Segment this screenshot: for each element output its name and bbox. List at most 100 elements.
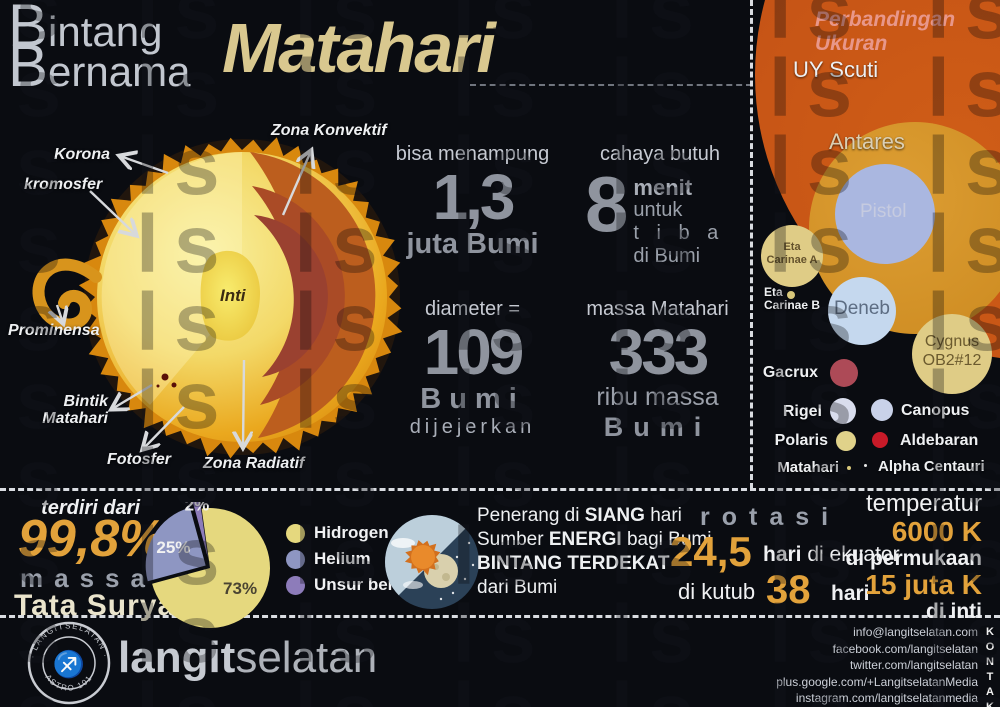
stat-mass-value: 333 <box>608 316 710 388</box>
circle-matahari <box>847 466 851 470</box>
page-title-main: Matahari <box>222 9 496 87</box>
legend-dot-helium <box>286 549 305 569</box>
legend-dot-unsur-berat <box>286 575 305 595</box>
label-prominensa: Prominensa <box>8 322 100 339</box>
fact-line-3: BINTANG TERDEKAT <box>477 553 670 574</box>
temperature-core-value: 15 juta K <box>865 569 982 600</box>
stat-diameter-value: 109 <box>423 316 525 388</box>
label-kromosfer: kromosfer <box>24 176 103 193</box>
label-polaris: Polaris <box>774 432 828 449</box>
label-fotosfer: Fotosfer <box>107 451 171 468</box>
sunspot <box>161 373 169 381</box>
sunspot <box>171 382 177 388</box>
stat-mass: massa Matahari 333 ribu massa Bumi <box>580 298 735 443</box>
sunspot <box>156 384 160 388</box>
solar-mass-tata-surya: Tata Surya <box>14 589 176 622</box>
sun-icon-core <box>411 545 435 569</box>
temperature-core-label: di inti <box>926 600 982 623</box>
stat-diameter-sub: dijejerkan <box>409 416 536 438</box>
pie-slice-helium <box>145 507 206 582</box>
label-arrows <box>57 151 311 449</box>
label-zona-konvektif: Zona Konvektif <box>271 122 387 139</box>
horizontal-dashed-separator-top <box>0 488 1000 491</box>
sun-cutaway-illustration <box>32 137 403 459</box>
contact-googleplus[interactable]: plus.google.com/+LangitselatanMedia <box>776 674 978 689</box>
label-aldebaran: Aldebaran <box>900 432 979 449</box>
label-eta-carinae-b: Eta Carinae B <box>764 285 821 312</box>
label-matahari: Matahari <box>777 459 839 476</box>
contact-twitter[interactable]: twitter.com/langitselatan <box>849 658 978 672</box>
label-pistol: Pistol <box>860 201 907 222</box>
stat-light-travel: cahaya butuh 8 menit untuk t i b a di Bu… <box>585 143 735 268</box>
temperature-block: temperatur 6000 K di permukaan 15 juta K… <box>845 490 982 623</box>
composition-pie-chart: 73% 25% 2% <box>145 502 270 628</box>
pie-slice-hidrogen <box>152 508 270 628</box>
label-gacrux: Gacrux <box>762 364 818 381</box>
label-korona: Korona <box>54 146 110 163</box>
solar-mass-value: 99,8% <box>18 510 166 568</box>
stat-capacity-unit: juta Bumi <box>406 228 539 260</box>
contact-facebook[interactable]: facebook.com/langitselatan <box>832 641 978 656</box>
label-uy-scuti: UY Scuti <box>793 57 879 82</box>
fact-line-2: Sumber ENERGI bagi Bumi <box>477 529 712 550</box>
circle-deneb: Deneb <box>828 277 896 345</box>
label-antares: Antares <box>829 129 905 154</box>
temperature-title: temperatur <box>865 490 982 517</box>
cloud-icon <box>403 581 423 589</box>
rotation-title: rotasi <box>700 503 841 531</box>
contact-links: info@langitselatan.com facebook.com/lang… <box>776 624 978 707</box>
circle-eta-carinae-b <box>787 291 795 299</box>
circle-cygnus-ob2-12: Cygnus OB2#12 <box>912 314 992 394</box>
sun-core <box>200 250 261 341</box>
stat-capacity: bisa menampung 1,3 juta Bumi <box>395 143 550 261</box>
day-night-icon <box>385 515 479 609</box>
moon-crater <box>442 573 450 581</box>
label-zona-radiatif: Zona Radiatif <box>203 455 305 472</box>
page-title-line2: Bernama <box>8 36 191 96</box>
label-canopus: Canopus <box>901 402 970 419</box>
contact-email[interactable]: info@langitselatan.com <box>853 625 978 639</box>
circle-gacrux <box>830 359 858 387</box>
temperature-surface-label: di permukaan <box>845 547 982 570</box>
sagittarius-archer-icon: ♐ <box>53 649 85 679</box>
circle-rigel <box>830 398 856 424</box>
rotation-pole-unit: hari <box>831 582 870 605</box>
label-rigel: Rigel <box>782 403 822 420</box>
circle-aldebaran <box>872 432 888 448</box>
rotation-pole-label: di kutub <box>678 579 756 604</box>
pie-slice-label: 2% <box>185 502 210 514</box>
legend-item-unsur-berat: Unsur berat <box>286 573 409 597</box>
contact-instagram[interactable]: instagram.com/langitselatanmedia <box>795 691 978 705</box>
legend-dot-hidrogen <box>286 523 305 543</box>
circle-polaris <box>836 431 856 451</box>
cloud-icon <box>391 538 415 548</box>
label-deneb: Deneb <box>834 298 890 319</box>
stat-diameter-label: diameter = <box>424 298 521 320</box>
stat-mass-label: massa Matahari <box>586 298 729 320</box>
label-cygnus-ob2-12: Cygnus OB2#12 <box>922 333 982 369</box>
langitselatan-wordmark: langitselatan <box>118 633 378 682</box>
horizontal-dashed-separator-bottom <box>0 615 1000 618</box>
rotation-equator-label: hari di ekuator <box>763 543 900 566</box>
vertical-dashed-separator <box>750 0 753 489</box>
stat-light-label: cahaya butuh <box>599 143 721 165</box>
rotation-pole-value: 38 <box>766 568 811 612</box>
title-initial-1: B <box>8 0 49 59</box>
title-initial-2: B <box>8 32 49 99</box>
label-inti: Inti <box>220 286 246 305</box>
stat-mass-unit: ribu massa <box>596 383 719 411</box>
sun-inner-shell <box>254 215 328 377</box>
rotation-equator-value: 24,5 <box>670 528 752 575</box>
pie-slice-label: 25% <box>156 538 190 557</box>
legend-item-hidrogen: Hidrogen <box>286 521 409 545</box>
pie-slice-label: 73% <box>223 579 257 598</box>
fact-line-1: Penerang di SIANG hari <box>477 505 682 526</box>
stat-capacity-label: bisa menampung <box>395 143 550 165</box>
size-comparison-title: Perbandingan Ukuran <box>815 8 956 55</box>
label-bintik-matahari: Bintik Matahari <box>42 393 108 427</box>
title-rest-1: intang <box>48 8 163 55</box>
title-rest-2: ernama <box>48 48 191 95</box>
circle-pistol <box>835 164 935 264</box>
solar-mass-intro: terdiri dari <box>41 497 140 519</box>
